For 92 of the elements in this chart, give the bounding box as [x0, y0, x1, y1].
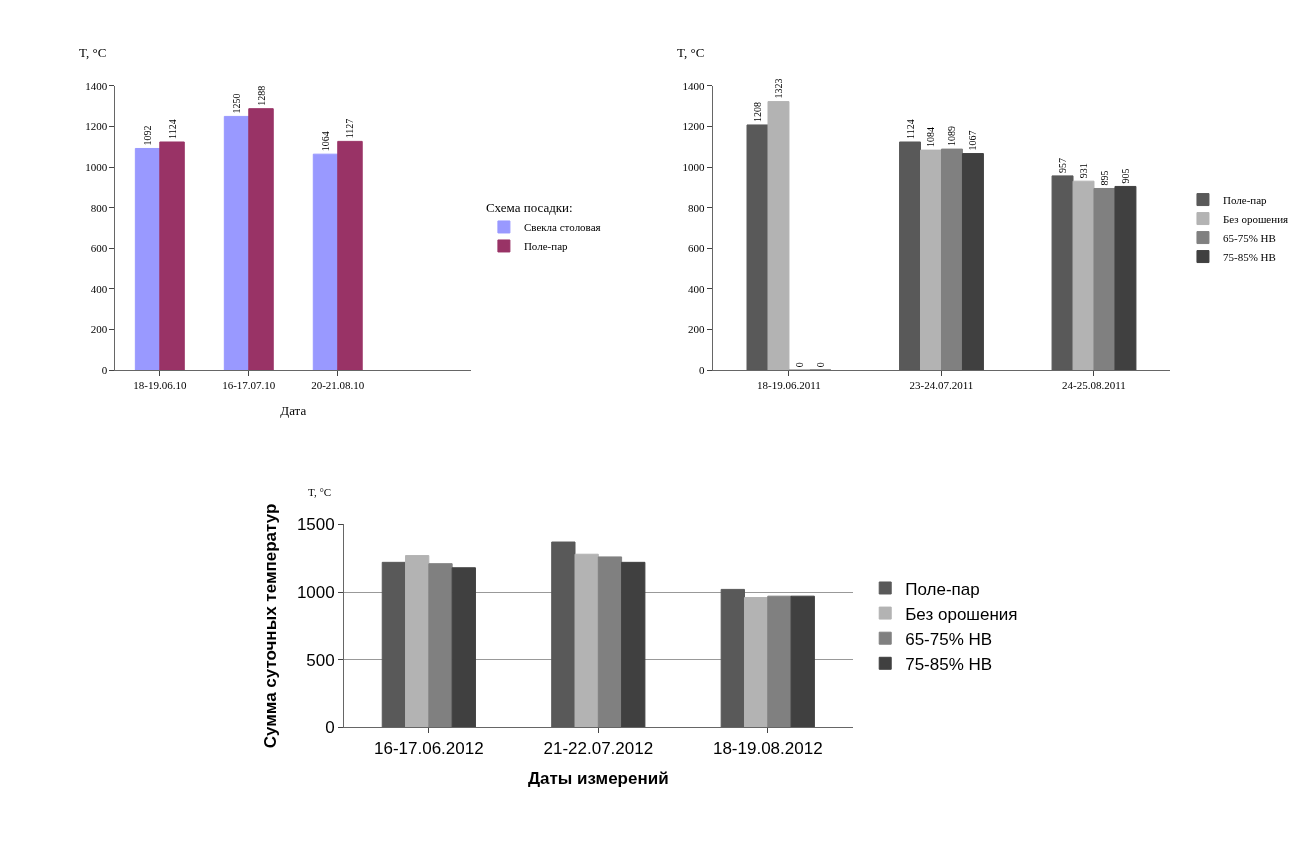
legend-label: 75-85% НВ [905, 654, 993, 674]
x-tick-label: 24-25.08.2011 [1062, 379, 1126, 392]
bar [1093, 187, 1116, 371]
bar [899, 141, 922, 371]
bar [428, 563, 453, 728]
y-axis-title: Сумма суточных температур [261, 503, 281, 749]
y-tick-label: 0 [325, 718, 335, 738]
x-axis-title: Даты измерений [527, 769, 669, 789]
data-label: 1250 [231, 93, 243, 114]
bar [720, 588, 745, 728]
bar [574, 553, 599, 728]
y-tick-label: 400 [687, 282, 705, 295]
bar [1072, 180, 1095, 371]
y-tick-label: 1400 [85, 79, 108, 92]
x-tick-label: 18-19.06.10 [133, 379, 187, 392]
data-label: 1323 [772, 78, 784, 99]
data-label: 931 [1078, 163, 1090, 179]
y-tick-label: 500 [306, 650, 335, 670]
data-label: 957 [1057, 157, 1069, 173]
legend-label: 65-75% НВ [905, 629, 993, 649]
bar [790, 595, 815, 728]
bar [597, 556, 623, 728]
x-tick-label: 23-24.07.2011 [909, 379, 974, 392]
y-tick-label: 800 [90, 201, 108, 214]
data-label: 0 [814, 362, 826, 368]
data-label: 0 [793, 362, 805, 368]
y-tick-label: 1400 [682, 79, 705, 92]
x-tick-label: 16-17.06.2012 [374, 738, 484, 758]
data-label: 1089 [946, 126, 958, 147]
bar [961, 153, 984, 371]
y-tick-label: 1200 [85, 120, 108, 133]
data-label: 905 [1119, 168, 1131, 184]
bar [767, 595, 792, 728]
bar [621, 561, 646, 728]
y-tick-label: 600 [90, 242, 108, 255]
y-tick-label: 0 [698, 364, 705, 377]
bar [312, 153, 339, 371]
legend-label: Поле-пар [905, 579, 980, 599]
bar [159, 141, 185, 371]
text: T, °C [79, 45, 107, 60]
bar [1114, 185, 1137, 371]
data-label: 1124 [166, 119, 178, 139]
legend-label: Без орошения [1222, 212, 1289, 225]
bar [767, 101, 790, 371]
legend-title: Схема посадки: [485, 200, 573, 216]
bar [551, 541, 576, 728]
y-tick-label: 400 [90, 282, 108, 295]
y-tick-label: 1000 [85, 161, 108, 174]
bar [381, 561, 407, 728]
bar [920, 149, 942, 371]
legend-label: Свекла столовая [523, 221, 601, 234]
data-label: 1127 [344, 118, 356, 139]
y-tick-label: 1000 [296, 583, 335, 603]
y-tick-label: 600 [687, 242, 705, 255]
legend-label: Поле-пар [1222, 193, 1268, 206]
x-axis-title: Дата [280, 402, 307, 418]
legend-label: 75-85% НВ [1222, 250, 1276, 263]
x-tick-label: 18-19.06.2011 [757, 379, 821, 392]
bar [248, 108, 274, 371]
data-label: 1064 [320, 131, 332, 152]
data-label: 1092 [142, 125, 154, 146]
legend-label: 65-75% НВ [1222, 231, 1276, 244]
bar [337, 140, 363, 371]
bar [134, 147, 161, 371]
text: T, °C [677, 45, 705, 60]
x-tick-label: 16-17.07.10 [222, 379, 276, 392]
y-tick-label: 200 [90, 323, 108, 336]
data-label: 1124 [904, 119, 916, 139]
y-tick-label: 1500 [296, 515, 335, 535]
legend-label: Поле-пар [523, 240, 569, 253]
data-label: 895 [1098, 170, 1110, 186]
data-label: 1208 [752, 101, 763, 122]
x-tick-label: 18-19.08.2012 [712, 738, 823, 758]
bar [223, 115, 250, 371]
legend-label: Без орошения [905, 604, 1018, 624]
text: T, °C [308, 486, 332, 498]
bar [1051, 175, 1074, 371]
y-tick-label: 1000 [682, 161, 705, 174]
y-tick-label: 800 [687, 201, 705, 214]
bar [405, 555, 430, 728]
y-tick-label: 0 [101, 364, 108, 377]
bar [940, 148, 963, 371]
data-label: 1288 [255, 85, 267, 106]
y-tick-label: 1200 [682, 120, 705, 133]
bar [746, 124, 769, 371]
x-tick-label: 20-21.08.10 [311, 379, 365, 392]
bar [451, 567, 476, 728]
x-tick-label: 21-22.07.2012 [543, 738, 654, 758]
data-label: 1084 [925, 127, 937, 148]
data-label: 1067 [967, 130, 979, 151]
bar [743, 597, 769, 728]
y-tick-label: 200 [687, 323, 705, 336]
